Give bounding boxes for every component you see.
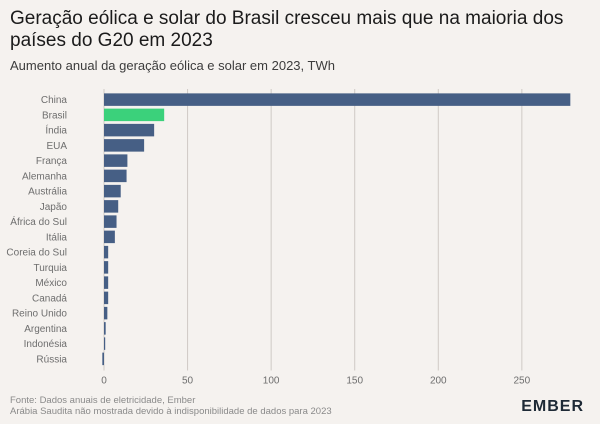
logo-text: EMBER [521, 398, 584, 415]
x-tick-label: 50 [182, 376, 194, 387]
bar-rússia [102, 352, 104, 366]
bar-japão [104, 200, 119, 213]
x-tick-label: 150 [346, 376, 363, 387]
bar-austrália [104, 184, 121, 198]
bar-chart: China Brasil Índia EUA França Alemanha Austrál… [6, 89, 571, 387]
category-label: China [41, 95, 68, 106]
category-label: Canadá [32, 293, 67, 304]
category-label: EUA [46, 141, 67, 152]
bar-reino-unido [104, 306, 108, 320]
x-tick-label: 0 [101, 376, 107, 387]
bar-itália [104, 230, 115, 244]
bar-frança [104, 154, 128, 167]
category-label: Brasil [42, 110, 67, 121]
bar-áfrica-do-sul [104, 215, 117, 228]
category-label: África do Sul [10, 215, 67, 228]
category-label: França [36, 156, 68, 167]
x-tick-label: 200 [430, 376, 447, 387]
bar-eua [104, 139, 145, 152]
category-label: Argentina [24, 324, 67, 335]
ember-logo: EMBER [521, 398, 584, 416]
bar-china [104, 93, 571, 106]
category-label: Turquia [33, 263, 67, 274]
bar-coreia-do-sul [104, 245, 109, 259]
category-label: Coreia do Sul [6, 248, 67, 259]
x-tick-label: 100 [263, 376, 280, 387]
bar-alemanha [104, 169, 127, 183]
bar-turquia [104, 261, 109, 274]
category-label: Reino Unido [12, 309, 67, 320]
category-label: Índia [45, 124, 67, 137]
category-label: México [35, 278, 67, 289]
category-label: Japão [40, 202, 68, 213]
category-label: Indonésia [24, 339, 68, 350]
category-label: Alemanha [22, 171, 67, 182]
bar-argentina [104, 322, 106, 335]
bar-índia [104, 123, 155, 137]
category-label: Itália [46, 232, 68, 243]
chart-title: Geração eólica e solar do Brasil cresceu… [10, 8, 564, 51]
data-note: Arábia Saudita não mostrada devido à ind… [10, 406, 332, 417]
source-note: Fonte: Dados anuais de eletricidade, Emb… [10, 395, 196, 406]
x-tick-label: 250 [514, 376, 531, 387]
bar-canadá [104, 291, 109, 305]
bar-méxico [104, 276, 109, 289]
chart-subtitle: Aumento anual da geração eólica e solar … [10, 58, 335, 73]
bar-brasil [104, 108, 165, 122]
footer: Fonte: Dados anuais de eletricidade, Emb… [10, 395, 332, 417]
category-label: Austrália [28, 187, 67, 198]
bar-indonésia [104, 337, 106, 350]
category-label: Rússia [36, 354, 67, 365]
